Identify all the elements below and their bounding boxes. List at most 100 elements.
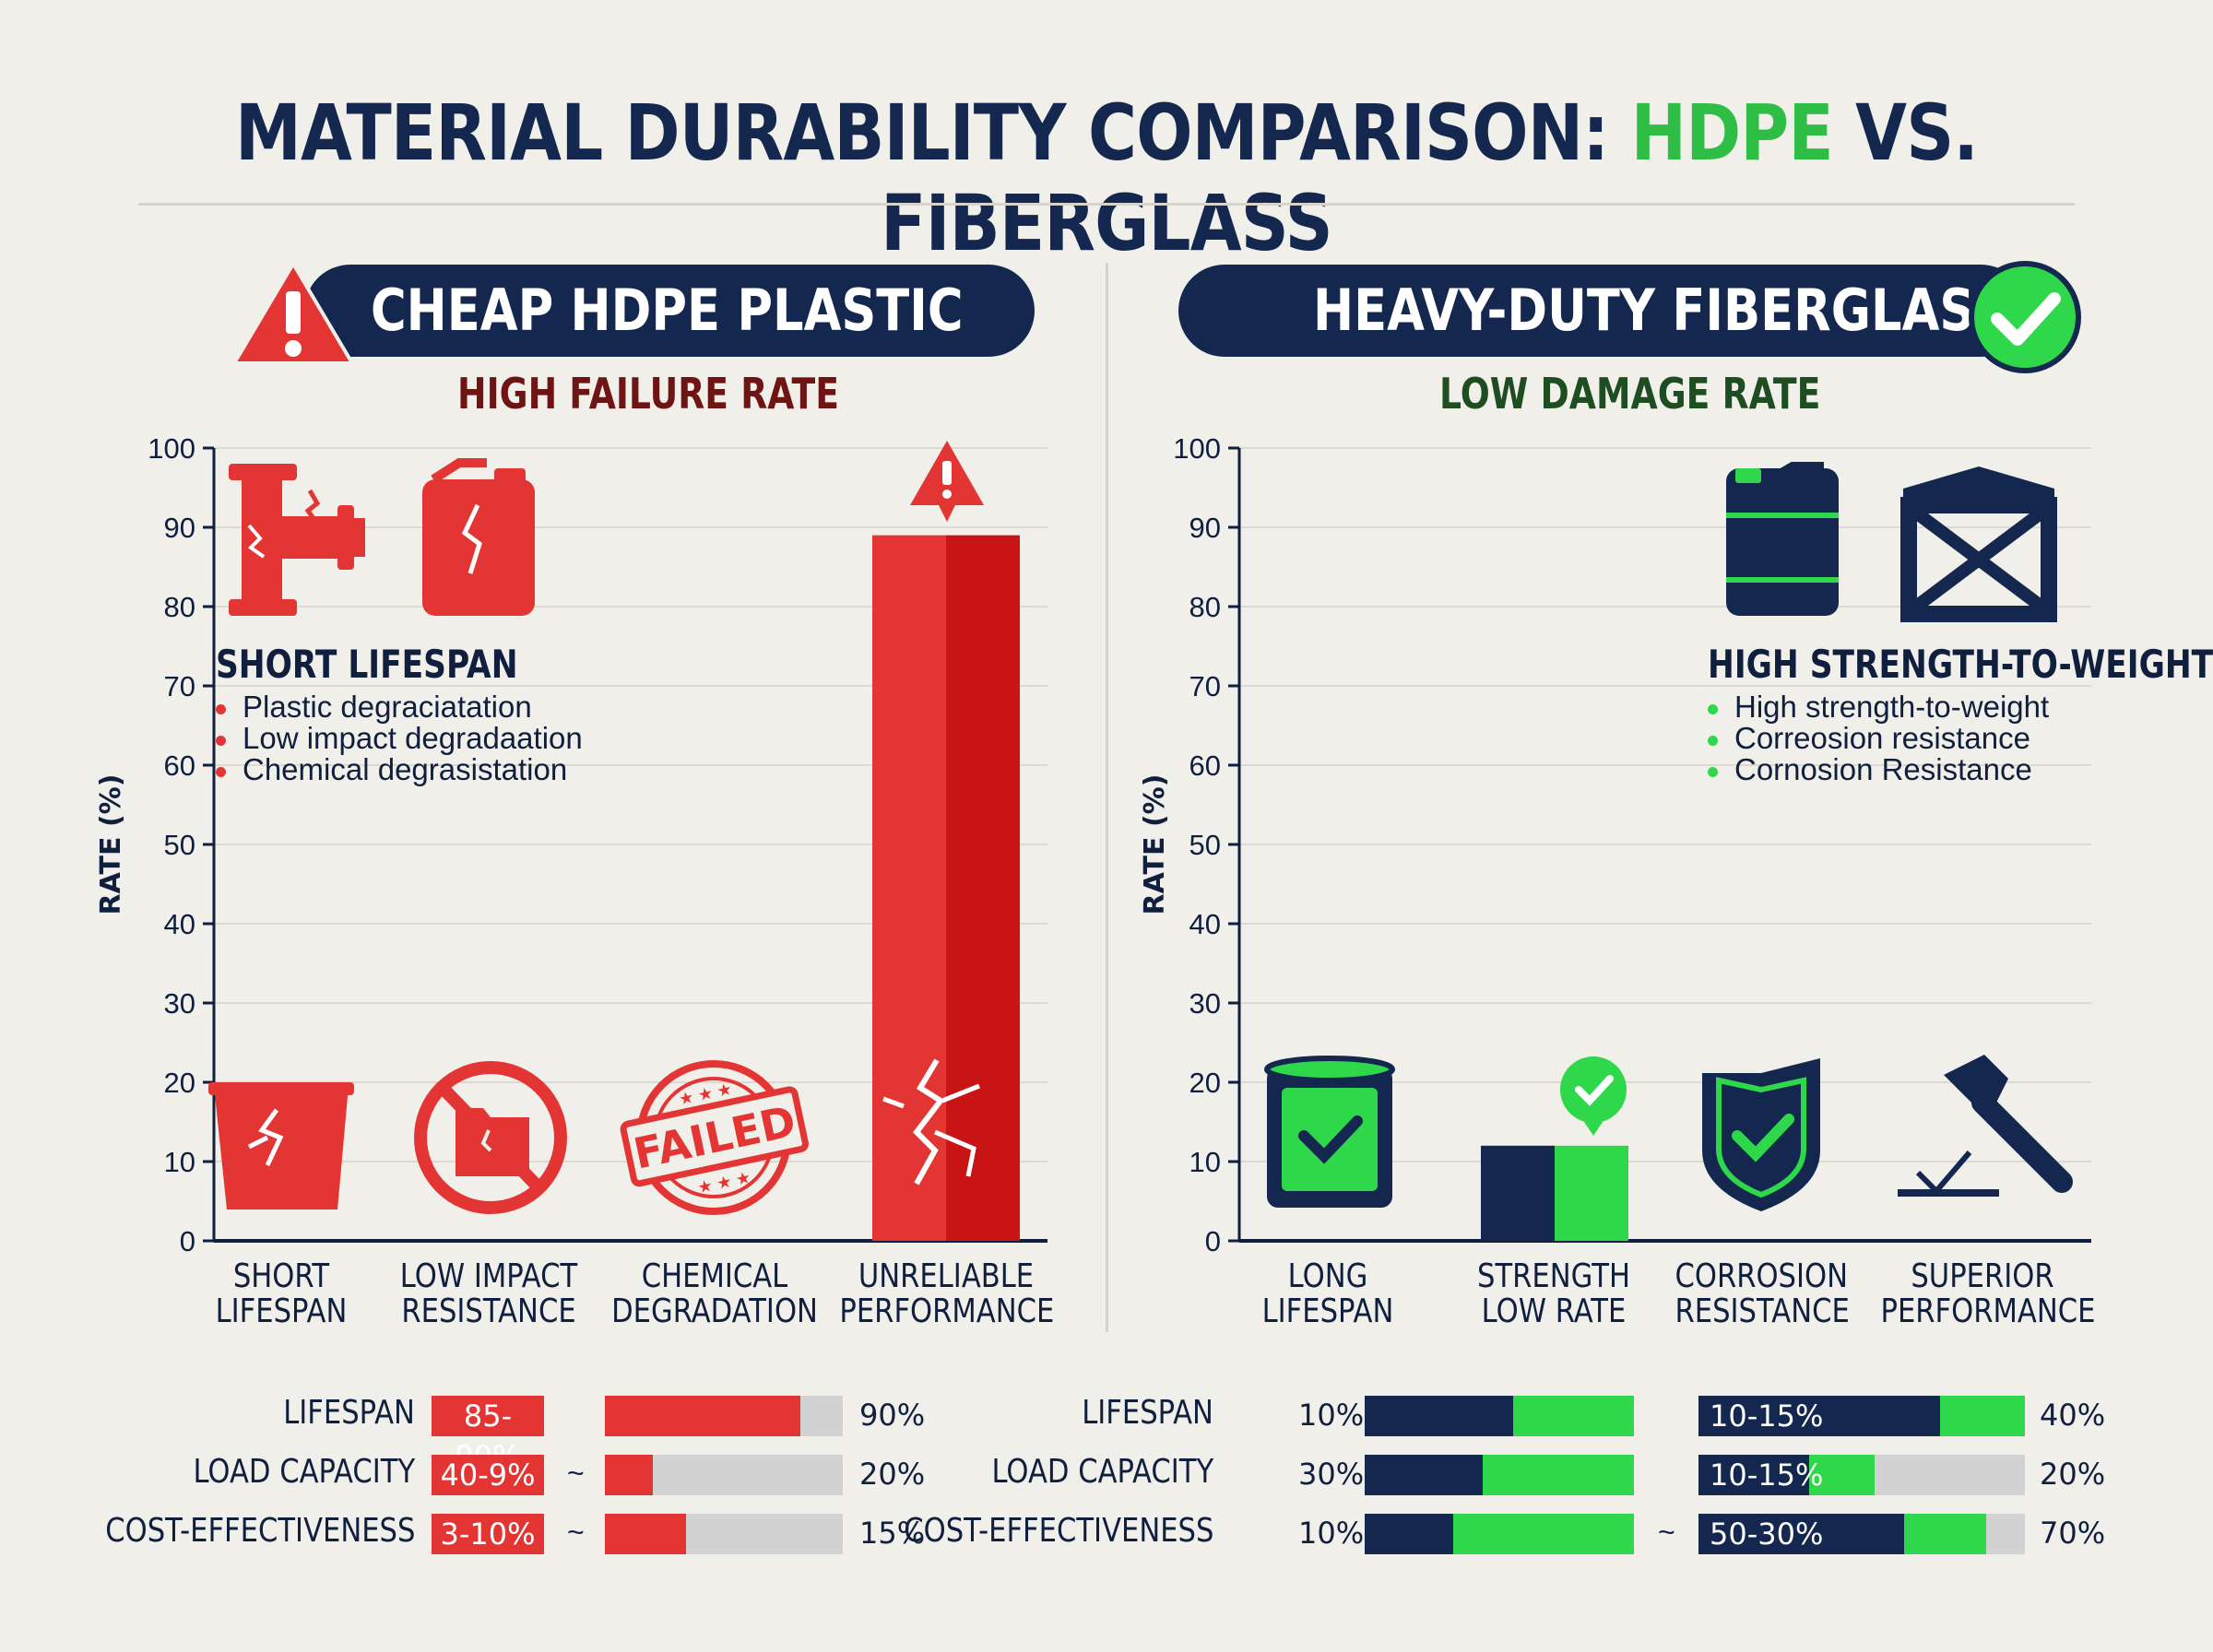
right-category-label: SUPERIOR PERFORMANCE — [1880, 1257, 2096, 1330]
right-row-pre-percent: 10% — [1298, 1516, 1365, 1551]
right-row-label: COST-EFFECTIVENESS — [903, 1512, 1213, 1550]
jerrycan-icon — [1726, 462, 1839, 616]
right-chart-tick-label: 20 — [1189, 1067, 1221, 1099]
left-row-bar — [605, 1396, 843, 1436]
left-chart-tick-label: 90 — [164, 512, 195, 544]
right-row-range-fill — [1698, 1396, 1940, 1436]
right-row-range-bar: 10-15% — [1698, 1396, 2025, 1436]
left-row-label: LOAD CAPACITY — [193, 1453, 415, 1491]
left-row-label: COST-EFFECTIVENESS — [104, 1512, 415, 1550]
right-chart-tick-label: 0 — [1205, 1225, 1221, 1257]
chart-left: 0 10 20 30 40 50 60 70 80 90 100 RATE (%) — [95, 432, 1047, 1257]
right-chart-tick-label: 100 — [1173, 432, 1221, 465]
left-chart-tick-label: 100 — [148, 432, 195, 465]
left-chart-tick-label: 0 — [180, 1225, 195, 1257]
no-folder-icon — [414, 1061, 567, 1214]
hammer-icon — [1898, 1055, 2073, 1197]
left-chart-tick-label: 20 — [164, 1067, 195, 1099]
right-chart-tick-label: 10 — [1189, 1146, 1221, 1178]
right-row-bar — [1365, 1396, 1634, 1436]
right-row-range-bar: 50-30% — [1698, 1514, 2025, 1554]
right-row-range-text: 50-30% — [1710, 1516, 1824, 1552]
left-header-pill: CHEAP HDPE PLASTIC — [304, 265, 1035, 357]
right-row-range-green — [1809, 1455, 1876, 1495]
left-row-tilde: ~ — [567, 1457, 585, 1490]
left-row-bar-fill — [605, 1455, 653, 1495]
left-annotation-heading: SHORT LIFESPAN — [216, 642, 518, 687]
left-row-bar-fill — [605, 1396, 800, 1436]
right-row-bar-fill — [1365, 1514, 1454, 1554]
right-chart-tick-label: 50 — [1189, 829, 1221, 861]
cracked-jerrycan-icon — [422, 458, 535, 616]
left-category-label: CHEMICAL DEGRADATION — [611, 1257, 818, 1330]
left-chart-tick-label: 30 — [164, 987, 195, 1020]
right-row-percent: 40% — [2040, 1398, 2106, 1433]
right-row-percent: 70% — [2040, 1516, 2106, 1551]
left-bullet: Low impact degradaation — [216, 723, 583, 754]
right-chart-tick-label: 90 — [1189, 512, 1221, 544]
right-row-range-fill — [1698, 1514, 1905, 1554]
left-chart-tick-label: 40 — [164, 908, 195, 940]
right-row-label: LIFESPAN — [1082, 1394, 1213, 1432]
left-row-bar-fill — [605, 1514, 686, 1554]
left-chart-tick-label: 80 — [164, 591, 195, 623]
left-category-label: LOW IMPACT RESISTANCE — [399, 1257, 578, 1330]
page-title: MATERIAL DURABILITY COMPARISON: HDPE VS.… — [234, 88, 1979, 268]
right-row-bar — [1365, 1514, 1634, 1554]
crack-icon — [882, 1058, 980, 1186]
title-divider — [138, 203, 2075, 206]
left-row-range-badge: 3-10% — [432, 1514, 544, 1554]
right-row-pre-percent: 10% — [1298, 1398, 1365, 1433]
left-bullet: Chemical degrasistation — [216, 754, 583, 785]
right-row-range-bar: 10-15% — [1698, 1455, 2025, 1495]
right-row-range-fill — [1698, 1455, 1810, 1495]
barrel-check-icon — [1264, 1056, 1395, 1208]
title-highlight: HDPE — [1630, 88, 1834, 178]
right-header-pill: HEAVY-DUTY FIBERGLASS — [1178, 265, 2027, 357]
left-chart-tick-label: 60 — [164, 749, 195, 782]
left-chart-bar-shade — [946, 535, 1020, 1241]
warning-triangle-icon — [231, 260, 356, 365]
left-bullet: Plastic degraciatation — [216, 691, 583, 723]
failed-stamp-icon: FAILED ★ ★ ★ ★ ★ ★ — [620, 1060, 809, 1215]
shield-check-icon — [1702, 1058, 1820, 1211]
left-chart-tick-label: 10 — [164, 1146, 195, 1178]
right-row-range-text: 10-15% — [1710, 1457, 1824, 1493]
right-category-label: STRENGTH LOW RATE — [1477, 1257, 1630, 1330]
right-chart-tick-label: 40 — [1189, 908, 1221, 940]
left-row-bar — [605, 1455, 843, 1495]
right-row-range-green — [1904, 1514, 1986, 1554]
right-annotation-heading: HIGH STRENGTH-TO-WEIGHT — [1708, 642, 2213, 687]
right-row-pre-percent: 30% — [1298, 1457, 1365, 1492]
left-row-label: LIFESPAN — [283, 1394, 415, 1432]
left-chart-tick-label: 50 — [164, 829, 195, 861]
left-category-label: SHORT LIFESPAN — [215, 1257, 348, 1330]
right-category-label: CORROSION RESISTANCE — [1675, 1257, 1850, 1330]
right-row-percent: 20% — [2040, 1457, 2106, 1492]
right-annotation-bullets: High strength-to-weight Correosion resis… — [1708, 691, 2049, 785]
right-row-bar-fill — [1365, 1455, 1484, 1495]
broken-pipe-icon — [229, 464, 365, 616]
right-chart-tick-label: 80 — [1189, 591, 1221, 623]
right-row-bar-fill — [1365, 1396, 1513, 1436]
right-chart-bar — [1481, 1145, 1555, 1241]
left-chart-y-axis-label: RATE (%) — [95, 774, 127, 915]
left-row-percent: 90% — [859, 1398, 926, 1433]
right-chart-y-axis-label: RATE (%) — [1139, 774, 1171, 915]
right-bullet: High strength-to-weight — [1708, 691, 2049, 723]
warning-triangle-icon — [910, 441, 984, 522]
check-badge-icon — [1560, 1056, 1627, 1136]
right-row-range-green — [1939, 1396, 2025, 1436]
left-row-range-badge: 85-90% — [432, 1396, 544, 1474]
right-subtitle: LOW DAMAGE RATE — [1439, 369, 1821, 419]
left-row-range-badge: 40-9% — [432, 1455, 544, 1495]
left-row-percent: 20% — [859, 1457, 926, 1492]
right-chart-tick-label: 30 — [1189, 987, 1221, 1020]
right-bullet: Correosion resistance — [1708, 723, 2049, 754]
panel-divider — [1106, 263, 1108, 1332]
right-row-tilde: ~ — [1658, 1516, 1675, 1549]
left-row-bar — [605, 1514, 843, 1554]
right-row-range-text: 10-15% — [1710, 1398, 1824, 1434]
right-chart-tick-label: 60 — [1189, 749, 1221, 782]
